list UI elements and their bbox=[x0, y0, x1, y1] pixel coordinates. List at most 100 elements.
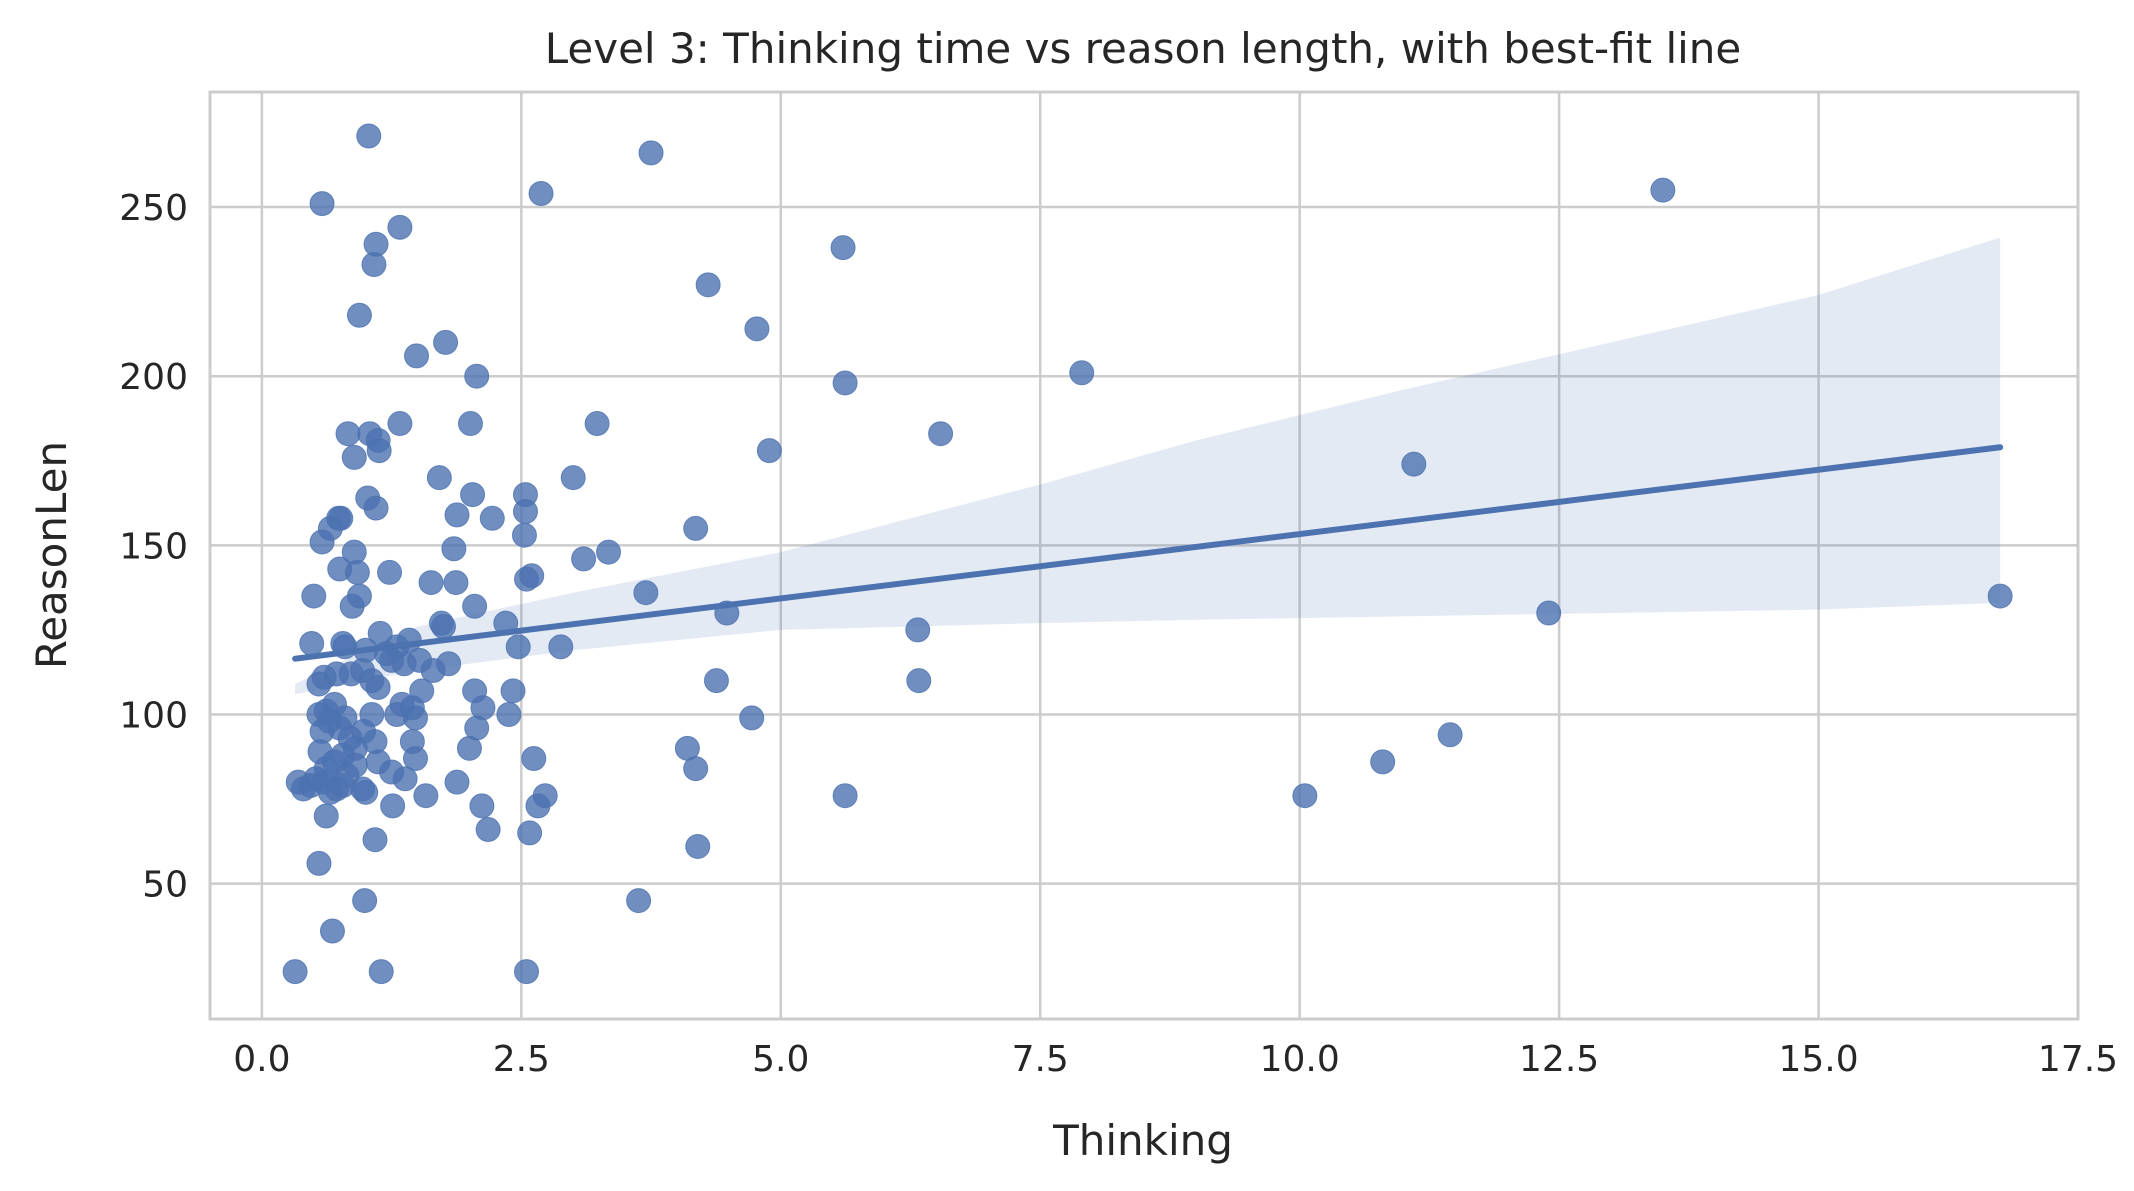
data-point bbox=[457, 411, 483, 437]
data-point bbox=[685, 833, 711, 859]
data-point bbox=[548, 634, 574, 660]
data-point bbox=[511, 522, 537, 548]
data-point bbox=[683, 515, 709, 541]
data-point bbox=[596, 539, 622, 565]
y-tick-label: 150 bbox=[119, 526, 188, 567]
data-point bbox=[521, 745, 547, 771]
data-point bbox=[832, 783, 858, 809]
data-point bbox=[341, 444, 367, 470]
data-point bbox=[626, 888, 652, 914]
y-tick-labels: 50 100 150 200 250 bbox=[119, 188, 188, 906]
data-point bbox=[402, 705, 428, 731]
data-point bbox=[695, 272, 721, 298]
data-point bbox=[433, 329, 459, 355]
data-point bbox=[431, 614, 456, 640]
data-point bbox=[301, 583, 327, 609]
data-point bbox=[444, 769, 470, 795]
data-point bbox=[380, 793, 406, 819]
data-point bbox=[362, 827, 388, 853]
data-point bbox=[426, 465, 452, 491]
x-tick-label: 10.0 bbox=[1260, 1039, 1340, 1080]
data-point bbox=[456, 735, 482, 761]
data-point bbox=[1401, 451, 1427, 477]
data-point bbox=[342, 752, 368, 778]
plot-frame bbox=[208, 90, 2080, 1021]
chart-title: Level 3: Thinking time vs reason length,… bbox=[545, 24, 1742, 73]
data-point bbox=[387, 411, 413, 437]
data-point bbox=[464, 363, 490, 389]
data-point bbox=[356, 123, 382, 149]
data-point bbox=[560, 465, 586, 491]
data-point bbox=[361, 252, 387, 278]
data-point bbox=[528, 180, 554, 206]
x-tick-label: 12.5 bbox=[1519, 1039, 1599, 1080]
data-point bbox=[928, 421, 954, 447]
data-point bbox=[756, 438, 782, 464]
fit-line-layer bbox=[292, 444, 2004, 662]
data-point bbox=[832, 370, 858, 396]
data-point bbox=[462, 593, 488, 619]
x-tick-label: 0.0 bbox=[233, 1039, 290, 1080]
data-point bbox=[571, 546, 597, 572]
data-point bbox=[505, 634, 531, 660]
best-fit-line bbox=[292, 444, 2004, 662]
data-point bbox=[1650, 177, 1676, 203]
x-axis-label: Thinking bbox=[1052, 1116, 1233, 1165]
data-point bbox=[479, 505, 505, 531]
data-point bbox=[319, 918, 345, 944]
data-point bbox=[744, 316, 770, 342]
y-axis-label: ReasonLen bbox=[27, 441, 76, 669]
data-point bbox=[335, 421, 361, 447]
data-point bbox=[387, 214, 413, 240]
data-point bbox=[402, 745, 428, 771]
data-point bbox=[282, 959, 308, 985]
data-point bbox=[1437, 722, 1463, 748]
data-point bbox=[359, 702, 385, 728]
x-tick-labels: 0.0 2.5 5.0 7.5 10.0 12.5 15.0 17.5 bbox=[233, 1039, 2118, 1080]
data-point bbox=[313, 803, 339, 829]
x-tick-label: 5.0 bbox=[752, 1039, 809, 1080]
data-point bbox=[1370, 749, 1396, 775]
confidence-band bbox=[295, 237, 2001, 695]
data-point bbox=[469, 793, 495, 819]
data-point bbox=[514, 959, 540, 985]
y-tick-label: 100 bbox=[119, 696, 188, 737]
data-point bbox=[377, 559, 403, 585]
data-point bbox=[363, 495, 389, 521]
data-point bbox=[683, 756, 709, 782]
data-point bbox=[584, 411, 610, 437]
y-tick-label: 50 bbox=[142, 865, 188, 906]
data-point bbox=[309, 191, 335, 217]
data-point bbox=[339, 593, 365, 619]
x-tick-label: 17.5 bbox=[2038, 1039, 2118, 1080]
data-point bbox=[1536, 600, 1562, 626]
data-point bbox=[413, 783, 439, 809]
data-point bbox=[905, 617, 931, 643]
data-point bbox=[436, 651, 462, 677]
x-tick-label: 15.0 bbox=[1778, 1039, 1858, 1080]
data-point bbox=[633, 580, 659, 606]
data-point bbox=[317, 515, 343, 541]
data-point bbox=[906, 668, 932, 694]
x-tick-label: 7.5 bbox=[1012, 1039, 1069, 1080]
data-point bbox=[346, 302, 372, 328]
y-tick-label: 200 bbox=[119, 357, 188, 398]
data-point bbox=[443, 570, 469, 596]
data-point bbox=[368, 959, 394, 985]
data-point bbox=[496, 702, 522, 728]
data-point bbox=[306, 850, 332, 876]
y-tick-label: 250 bbox=[119, 188, 188, 229]
data-point bbox=[517, 820, 543, 846]
data-point bbox=[327, 556, 353, 582]
data-point bbox=[404, 343, 430, 369]
data-point bbox=[1987, 583, 2013, 609]
data-point bbox=[353, 779, 379, 805]
confidence-band-layer bbox=[295, 237, 2001, 695]
x-tick-label: 2.5 bbox=[493, 1039, 550, 1080]
data-point bbox=[299, 630, 325, 656]
data-point bbox=[703, 668, 729, 694]
data-point bbox=[365, 674, 391, 700]
data-point bbox=[392, 766, 418, 792]
data-point bbox=[519, 563, 545, 589]
